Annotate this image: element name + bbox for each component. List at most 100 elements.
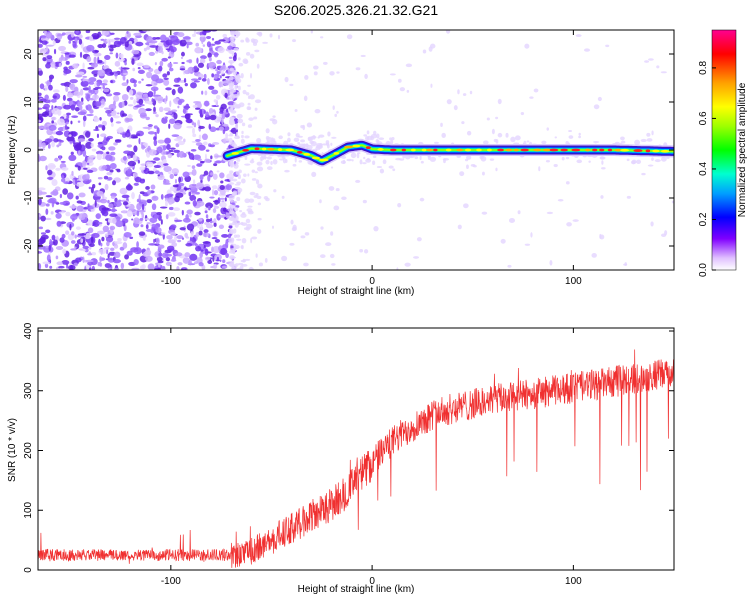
noise-speckle <box>440 122 443 128</box>
noise-speckle <box>173 77 180 83</box>
noise-speckle <box>64 57 68 61</box>
noise-speckle <box>350 152 357 159</box>
noise-speckle <box>100 133 107 138</box>
noise-speckle <box>517 210 521 215</box>
noise-speckle <box>179 39 187 47</box>
noise-speckle <box>325 242 332 247</box>
noise-speckle <box>82 81 89 86</box>
noise-speckle <box>91 232 100 239</box>
noise-speckle <box>230 110 237 114</box>
noise-speckle <box>121 194 130 199</box>
noise-speckle <box>85 259 94 263</box>
noise-speckle <box>211 104 220 108</box>
noise-speckle <box>646 132 651 137</box>
noise-speckle <box>139 166 146 171</box>
noise-speckle <box>95 213 102 220</box>
noise-speckle <box>182 217 191 223</box>
noise-speckle <box>77 120 81 123</box>
noise-speckle <box>71 115 79 119</box>
noise-speckle <box>109 225 116 231</box>
noise-speckle <box>94 101 102 107</box>
noise-speckle <box>58 141 62 146</box>
noise-speckle <box>99 198 108 204</box>
noise-speckle <box>41 35 46 39</box>
noise-speckle <box>256 166 264 172</box>
noise-speckle <box>70 104 76 111</box>
noise-speckle <box>132 172 138 177</box>
noise-speckle <box>58 211 65 214</box>
noise-speckle <box>224 179 231 182</box>
noise-speckle <box>104 183 109 191</box>
noise-speckle <box>168 149 174 153</box>
noise-speckle <box>221 265 228 269</box>
noise-speckle <box>230 61 233 66</box>
noise-speckle <box>526 140 530 143</box>
noise-speckle <box>200 55 207 60</box>
signal-hotspot <box>254 147 260 151</box>
noise-speckle <box>145 224 149 230</box>
noise-speckle <box>218 39 226 42</box>
noise-speckle <box>266 156 272 160</box>
noise-speckle <box>188 59 193 64</box>
noise-speckle <box>469 90 473 95</box>
noise-speckle <box>159 60 164 67</box>
noise-speckle <box>197 62 205 68</box>
noise-speckle <box>207 78 210 85</box>
noise-speckle <box>217 46 225 54</box>
noise-speckle <box>187 67 190 74</box>
noise-speckle <box>260 158 263 162</box>
noise-speckle <box>139 255 148 263</box>
noise-speckle <box>168 123 171 129</box>
noise-speckle <box>246 106 251 111</box>
noise-speckle <box>221 233 229 238</box>
noise-speckle <box>38 69 43 76</box>
noise-speckle <box>249 191 256 196</box>
noise-speckle <box>255 179 260 185</box>
noise-speckle <box>271 225 275 229</box>
noise-speckle <box>123 150 132 155</box>
noise-speckle <box>166 234 173 240</box>
noise-speckle <box>132 136 138 139</box>
noise-speckle <box>114 139 122 143</box>
noise-speckle <box>199 108 203 116</box>
noise-speckle <box>157 45 163 54</box>
noise-speckle <box>104 107 110 110</box>
noise-speckle <box>222 37 230 44</box>
signal-hotspot <box>242 148 250 152</box>
noise-speckle <box>182 36 191 40</box>
noise-speckle <box>188 152 195 160</box>
noise-speckle <box>70 240 76 244</box>
noise-speckle <box>183 77 187 83</box>
noise-speckle <box>48 124 57 131</box>
noise-speckle <box>294 157 297 163</box>
colorbar-tick-label: 0.8 <box>698 61 709 75</box>
noise-speckle <box>88 246 92 250</box>
noise-speckle <box>66 92 74 98</box>
noise-speckle <box>168 50 175 58</box>
noise-speckle <box>139 265 145 270</box>
noise-speckle <box>228 76 234 81</box>
noise-speckle <box>234 135 241 140</box>
noise-speckle <box>482 171 485 176</box>
noise-speckle <box>129 96 134 100</box>
noise-speckle <box>101 236 105 242</box>
noise-speckle <box>196 163 203 167</box>
noise-speckle <box>208 57 212 62</box>
noise-speckle <box>208 85 215 90</box>
noise-speckle <box>189 194 197 202</box>
noise-speckle <box>224 92 228 99</box>
noise-speckle <box>75 143 82 151</box>
noise-speckle <box>66 114 70 120</box>
noise-speckle <box>197 158 202 162</box>
noise-speckle <box>70 31 75 38</box>
noise-speckle <box>240 138 245 144</box>
noise-speckle <box>153 125 158 129</box>
noise-speckle <box>335 187 340 192</box>
noise-speckle <box>38 262 42 270</box>
noise-speckle <box>51 120 54 124</box>
noise-speckle <box>656 65 660 69</box>
noise-speckle <box>148 51 155 57</box>
noise-speckle <box>127 114 133 119</box>
noise-speckle <box>258 262 264 267</box>
